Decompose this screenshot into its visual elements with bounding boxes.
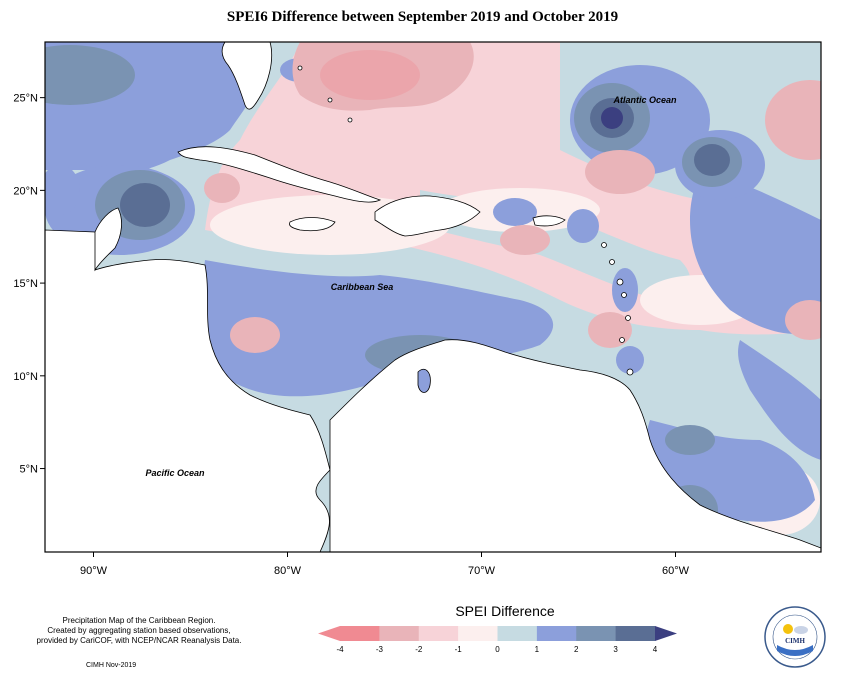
colorbar-segment <box>615 626 656 641</box>
lake-maracaibo <box>417 368 431 393</box>
colorbar-tick-label: 2 <box>574 645 579 654</box>
land-jamaica <box>289 217 336 232</box>
logo-text: CIMH <box>785 637 805 645</box>
sun-icon <box>783 624 793 634</box>
land-masses <box>45 42 821 552</box>
land-cuba <box>177 146 382 203</box>
colorbar-tick-label: 0 <box>495 645 500 654</box>
label-caribbean-sea: Caribbean Sea <box>331 282 394 292</box>
field-extreme-wet-zones <box>601 107 623 129</box>
lon-tick-label: 60°W <box>662 565 690 577</box>
colorbar-segment <box>497 626 538 641</box>
colorbar-tick-label: 4 <box>653 645 658 654</box>
colorbar-segment <box>576 626 617 641</box>
land-hispaniola <box>374 195 481 237</box>
land-lesser-antilles <box>297 65 634 376</box>
lat-tick-label: 25°N <box>13 93 38 105</box>
wave-icon <box>777 645 813 656</box>
credit-line-1: Precipitation Map of the Caribbean Regio… <box>62 616 216 625</box>
lat-tick-label: 15°N <box>13 278 38 290</box>
colorbar-max-arrow <box>655 626 677 641</box>
spei-field <box>45 42 821 552</box>
colorbar-segment <box>379 626 420 641</box>
lat-tick-label: 10°N <box>13 371 38 383</box>
land-central-america <box>45 229 331 552</box>
legend-title: SPEI Difference <box>455 603 555 619</box>
colorbar-segment <box>418 626 459 641</box>
lat-tick-label: 5°N <box>20 464 39 476</box>
lon-tick-label: 90°W <box>80 565 108 577</box>
map-title: SPEI6 Difference between September 2019 … <box>226 9 619 25</box>
latitude-ticks: 25°N 20°N 15°N 10°N 5°N <box>13 93 45 476</box>
land-florida <box>221 42 273 110</box>
label-atlantic-ocean: Atlantic Ocean <box>612 95 677 105</box>
cloud-icon <box>794 626 808 634</box>
lon-tick-label: 80°W <box>274 565 302 577</box>
cimh-logo: CIMH <box>764 606 826 668</box>
colorbar-tick-label: -2 <box>415 645 423 654</box>
colorbar-segment <box>458 626 498 641</box>
field-strong-dry-zones <box>320 50 420 100</box>
lon-tick-label: 70°W <box>468 565 496 577</box>
map-frame <box>44 41 822 553</box>
label-pacific-ocean: Pacific Ocean <box>145 468 205 478</box>
colorbar-segment <box>340 626 380 641</box>
credit-text: Precipitation Map of the Caribbean Regio… <box>14 616 264 646</box>
colorbar-segment <box>536 626 577 641</box>
field-dry-zones <box>204 42 821 353</box>
lat-tick-label: 20°N <box>13 185 38 197</box>
credit-line-2: Created by aggregating station based obs… <box>47 626 231 635</box>
colorbar-min-arrow <box>318 626 340 641</box>
colorbar-tick-label: -4 <box>336 645 344 654</box>
land-yucatan <box>94 207 122 272</box>
land-puerto-rico <box>532 215 566 227</box>
longitude-ticks: 90°W 80°W 70°W 60°W <box>80 552 690 577</box>
colorbar-tick-label: 3 <box>613 645 618 654</box>
credit-date: CIMH Nov-2019 <box>86 662 137 669</box>
colorbar-tick-label: 1 <box>535 645 540 654</box>
land-south-america <box>329 339 821 552</box>
legend-colorbar: -4 -3 -2 -1 0 1 2 3 4 <box>318 626 677 654</box>
credit-line-3: provided by CariCOF, with NCEP/NCAR Rean… <box>36 636 242 645</box>
colorbar-tick-label: -3 <box>376 645 384 654</box>
colorbar-tick-label: -1 <box>455 645 463 654</box>
